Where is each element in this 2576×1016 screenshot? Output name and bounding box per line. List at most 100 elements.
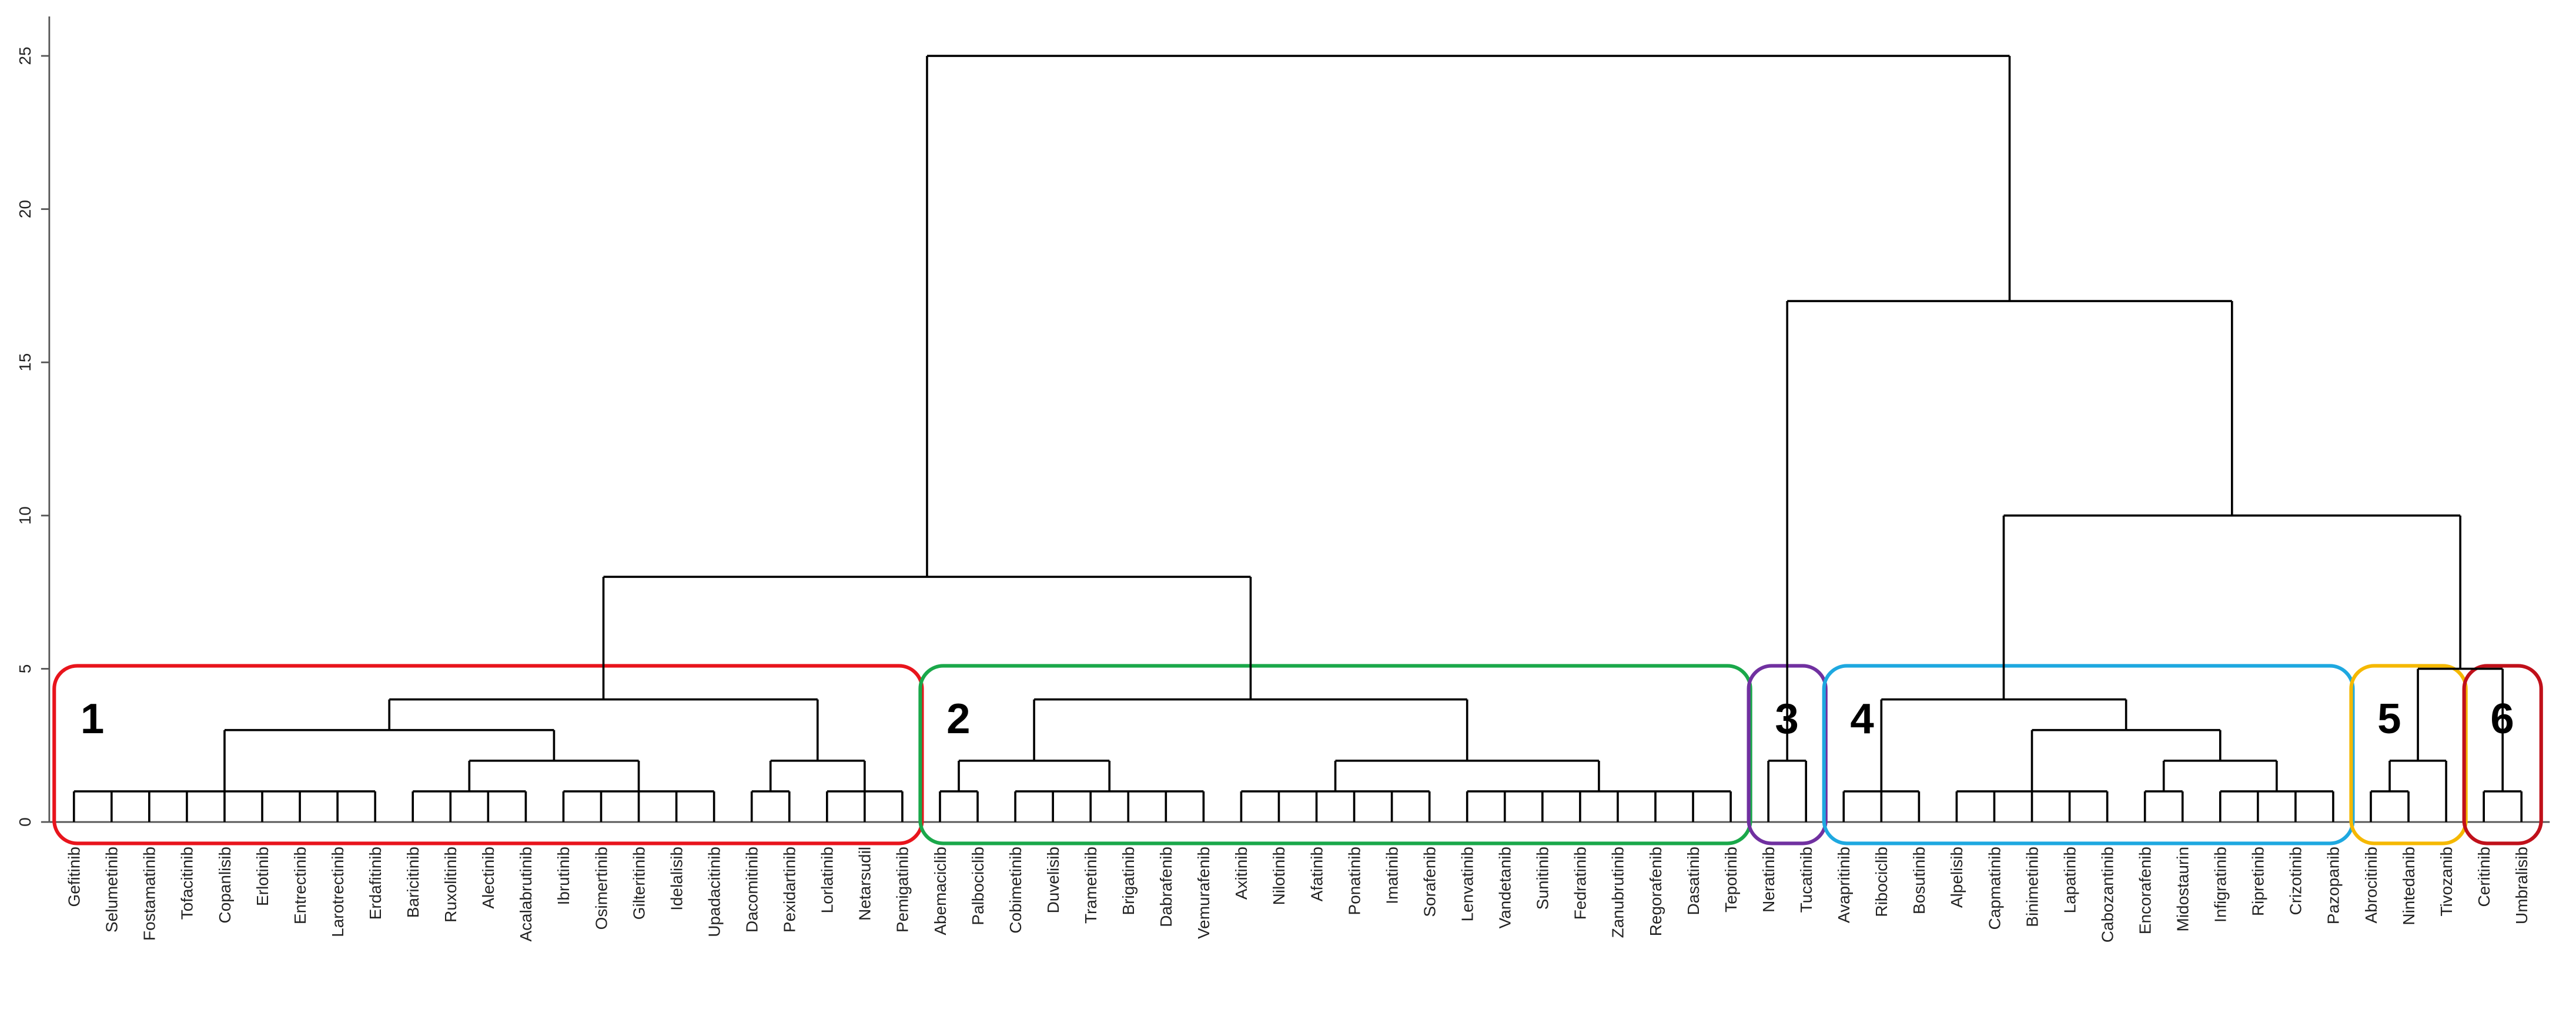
leaf-label: Zanubrutinib xyxy=(1609,847,1627,938)
leaf-label: Entrectinib xyxy=(291,847,309,924)
leaf-label: Lenvatinib xyxy=(1458,847,1477,921)
dendrogram-link xyxy=(1334,760,1600,791)
dendrogram-link xyxy=(769,760,866,791)
leaf-label: Ruxolitinib xyxy=(441,847,460,923)
dendrogram-link xyxy=(468,760,640,791)
leaf-label: Avapritinib xyxy=(1835,847,1853,923)
dendrogram-link xyxy=(1786,300,2233,761)
leaf-label: Neratinib xyxy=(1759,847,1778,913)
leaf-label: Selumetinib xyxy=(103,847,121,933)
dendrogram-link xyxy=(2143,790,2184,823)
leaf-label: Regorafenib xyxy=(1647,847,1665,936)
dendrogram-link xyxy=(1240,790,1431,823)
leaf-label: Ribociclib xyxy=(1872,847,1891,917)
dendrogram-link xyxy=(412,790,527,823)
dendrogram-link xyxy=(1014,790,1205,823)
leaf-label: Vemurafenib xyxy=(1195,847,1213,939)
leaf-label: Sunitinib xyxy=(1534,847,1552,910)
leaf-label: Dasatinib xyxy=(1684,847,1702,915)
leaf-label: Alpelisib xyxy=(1948,847,1966,908)
leaf-label: Afatinib xyxy=(1307,847,1326,901)
cluster-label: 1 xyxy=(81,695,104,743)
leaf-label: Brigatinib xyxy=(1119,847,1138,915)
leaf-label: Tucatinib xyxy=(1797,847,1815,913)
leaf-label: Trametinib xyxy=(1082,847,1100,924)
y-tick-label: 20 xyxy=(16,200,34,218)
leaf-label: Nintedanib xyxy=(2400,847,2418,925)
leaf-label: Cabozantinib xyxy=(2098,847,2116,943)
dendrogram-link xyxy=(223,728,556,791)
leaf-label: Cobimetinib xyxy=(1006,847,1025,934)
cluster-label: 5 xyxy=(2377,695,2401,743)
leaf-label: Ponatinib xyxy=(1345,847,1363,915)
leaf-label: Fedratinib xyxy=(1571,847,1590,920)
dendrogram-link xyxy=(750,790,791,823)
cluster-box xyxy=(1822,664,2355,845)
leaf-label: Dacomitinib xyxy=(743,847,761,933)
leaf-label: Tivozanib xyxy=(2437,847,2455,917)
leaf-label: Ibrutinib xyxy=(554,847,573,905)
leaf-label: Capmatinib xyxy=(1985,847,2003,930)
dendrogram-link xyxy=(72,790,377,823)
leaf-label: Axitinib xyxy=(1232,847,1250,900)
leaf-label: Abrocitinib xyxy=(2362,847,2380,923)
cluster-box xyxy=(2462,664,2543,845)
leaf-label: Fostamatinib xyxy=(140,847,159,941)
dendrogram-link xyxy=(939,790,979,823)
leaf-label: Infigratinib xyxy=(2212,847,2230,923)
leaf-label: Erdafitinib xyxy=(366,847,384,920)
leaf-label: Palbociclib xyxy=(969,847,987,925)
leaf-label: Lapatinib xyxy=(2060,847,2079,913)
dendrogram-link xyxy=(2370,790,2410,823)
y-tick-label: 0 xyxy=(16,817,34,827)
leaf-label: Lorlatinib xyxy=(818,847,837,913)
y-tick-label: 10 xyxy=(16,506,34,524)
leaf-label: Netarsudil xyxy=(856,847,874,921)
cluster-box xyxy=(918,664,1752,845)
dendrogram-link xyxy=(958,760,1111,791)
leaf-label: Pazopanib xyxy=(2324,847,2343,924)
cluster-label: 4 xyxy=(1850,695,1874,743)
dendrogram-link xyxy=(562,790,715,823)
leaf-label: Binimetinib xyxy=(2023,847,2041,927)
dendrogram-link xyxy=(2417,667,2504,791)
leaf-label: Upadacitinib xyxy=(705,847,723,937)
leaf-label: Nilotinib xyxy=(1270,847,1288,905)
leaf-label: Larotrectinib xyxy=(329,847,347,937)
leaf-label: Abemaciclib xyxy=(931,847,949,935)
leaf-label: Dabrafenib xyxy=(1157,847,1175,927)
leaf-label: Encorafenib xyxy=(2136,847,2154,934)
dendrogram-link xyxy=(2483,790,2523,823)
cluster-label: 2 xyxy=(946,695,970,743)
leaf-label: Tepotinib xyxy=(1722,847,1740,913)
leaf-label: Osimertinib xyxy=(592,847,610,930)
dendrogram-link xyxy=(1955,790,2109,823)
leaf-label: Crizotinib xyxy=(2287,847,2305,915)
leaf-label: Midostaurin xyxy=(2174,847,2192,931)
leaf-label: Bosutinib xyxy=(1910,847,1928,914)
dendrogram-link xyxy=(2219,790,2334,823)
leaf-label: Gefitinib xyxy=(65,847,83,907)
leaf-label: Copanlisib xyxy=(216,847,234,923)
dendrogram-link xyxy=(1842,790,1921,823)
leaf-label: Pexidartinib xyxy=(781,847,799,933)
leaf-label: Tofacitinib xyxy=(178,847,196,920)
leaf-label: Pemigatinib xyxy=(894,847,912,933)
dendrogram-link xyxy=(602,576,1252,700)
leaf-label: Sorafenib xyxy=(1420,847,1438,917)
leaf-label: Acalabrutinib xyxy=(517,847,535,942)
leaf-label: Gilteritinib xyxy=(630,847,648,920)
y-tick-label: 25 xyxy=(16,47,34,65)
leaf-label: Alectinib xyxy=(479,847,497,909)
leaf-label: Erlotinib xyxy=(253,847,272,906)
leaf-label: Baricitinib xyxy=(404,847,422,918)
dendrogram-link xyxy=(1880,698,2127,791)
leaf-label: Ripretinib xyxy=(2249,847,2267,916)
leaf-label: Vandetanib xyxy=(1496,847,1514,928)
y-tick-label: 15 xyxy=(16,353,34,372)
dendrogram-link xyxy=(1767,760,1808,823)
dendrogram-link xyxy=(1033,698,1468,761)
dendrogram-link xyxy=(2162,760,2278,791)
dendrogram-link xyxy=(2030,728,2222,791)
